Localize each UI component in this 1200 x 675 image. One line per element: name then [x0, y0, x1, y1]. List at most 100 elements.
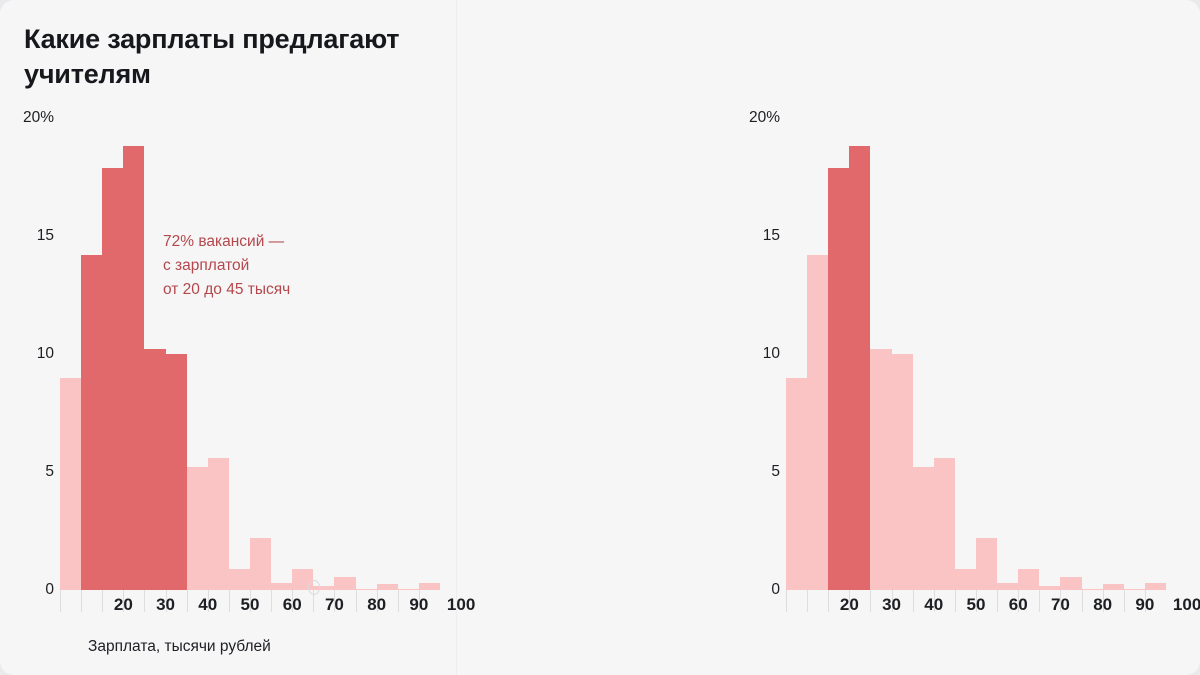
y-axis-left: 0 5 10 15 20% [8, 109, 54, 598]
bar[interactable] [870, 349, 892, 590]
bar[interactable] [355, 588, 377, 590]
bar-slot [1102, 118, 1124, 590]
x-tickmark [933, 590, 955, 612]
bar-slot [786, 118, 808, 590]
bar-slot [1081, 118, 1103, 590]
bar-slot [807, 118, 829, 590]
x-tick-label: 50 [966, 595, 986, 614]
x-tickmark [334, 590, 355, 612]
x-tick-label: 100 [1172, 595, 1200, 614]
y-tick-label: 15 [762, 227, 780, 244]
bar-slot [997, 118, 1019, 590]
bar-highlighted[interactable] [828, 167, 850, 590]
bar[interactable] [1039, 586, 1061, 590]
x-tickmark [355, 590, 377, 612]
bar-highlighted[interactable] [81, 254, 103, 590]
plot-area-left [60, 118, 440, 590]
bar[interactable] [418, 582, 440, 590]
bar-slot [186, 118, 208, 590]
bar[interactable] [207, 457, 229, 590]
bar-slot [271, 118, 293, 590]
x-tick-labels-right: 20 30 40 50 60 70 80 90 100 [786, 595, 1200, 619]
x-tick-label: 40 [924, 595, 944, 614]
bar[interactable] [271, 582, 293, 590]
bar[interactable] [228, 568, 250, 590]
bar-highlighted[interactable] [849, 146, 871, 590]
y-tick-label: 10 [762, 345, 780, 362]
x-tickmark [954, 590, 976, 612]
bar[interactable] [1144, 582, 1166, 590]
x-tickmark [102, 590, 123, 612]
y-axis-right: 0 5 10 15 20% [734, 109, 780, 598]
x-tick-label: 60 [282, 595, 302, 614]
x-tick-labels-left: 20 30 40 50 60 70 80 90 100 [60, 595, 475, 619]
bar-slot [1144, 118, 1166, 590]
bar-slot [292, 118, 314, 590]
x-tick-label: 50 [240, 595, 260, 614]
x-tickmark [1123, 590, 1145, 612]
bar-slot [249, 118, 272, 590]
bar[interactable] [997, 582, 1019, 590]
bar-slot [870, 118, 892, 590]
bar[interactable] [397, 588, 419, 590]
y-tick-label: 0 [45, 581, 54, 598]
x-tick-label: 30 [882, 595, 902, 614]
bar[interactable] [249, 538, 272, 590]
bar[interactable] [807, 254, 829, 590]
bar-slot [891, 118, 913, 590]
bar-slot [228, 118, 250, 590]
x-tick-label: 20 [113, 595, 133, 614]
bar[interactable] [786, 377, 808, 590]
bar-slot [144, 118, 166, 590]
bar-slot [376, 118, 398, 590]
x-tickmark [1081, 590, 1103, 612]
bar-slot [1060, 118, 1082, 590]
bar-slot [418, 118, 440, 590]
x-tickmarks-left [60, 590, 440, 612]
bar[interactable] [376, 584, 398, 590]
bar-slot [334, 118, 356, 590]
panel-divider [456, 0, 457, 675]
x-tickmark [207, 590, 229, 612]
bar-highlighted[interactable] [144, 349, 166, 590]
bar[interactable] [1123, 588, 1145, 590]
zero-marker-icon [308, 580, 320, 595]
bar-slot [397, 118, 419, 590]
bar[interactable] [1102, 584, 1124, 590]
bar[interactable] [933, 457, 955, 590]
bar-slot [81, 118, 103, 590]
x-tickmark [123, 590, 144, 612]
bar-slot [102, 118, 124, 590]
bar[interactable] [1018, 568, 1040, 590]
x-tick-label: 40 [198, 595, 218, 614]
bar[interactable] [186, 467, 208, 590]
bar-slot [313, 118, 335, 590]
x-tick-label: 80 [367, 595, 387, 614]
bar-slot [1039, 118, 1061, 590]
bar-slot [849, 118, 871, 590]
bar[interactable] [954, 568, 976, 590]
bar[interactable] [1081, 588, 1103, 590]
plot-area-right [786, 118, 1166, 590]
x-tickmark [849, 590, 870, 612]
bar[interactable] [334, 577, 356, 590]
bar[interactable] [891, 354, 913, 590]
y-tick-label: 5 [45, 463, 54, 480]
bar-slot [1123, 118, 1145, 590]
bar-highlighted[interactable] [102, 167, 124, 590]
x-tickmark [997, 590, 1018, 612]
bar-highlighted[interactable] [123, 146, 145, 590]
chart-left: 0 5 10 15 20% 20 30 40 50 60 70 80 90 100 Зарплата, … [0, 0, 475, 675]
bar[interactable] [313, 586, 335, 590]
bar[interactable] [1060, 577, 1082, 590]
bar[interactable] [975, 538, 998, 590]
x-tickmark [1144, 590, 1166, 612]
bar[interactable] [60, 377, 82, 590]
x-axis-right: 20 30 40 50 60 70 80 90 100 [786, 590, 1200, 628]
x-tickmark [397, 590, 419, 612]
x-tick-label: 90 [1135, 595, 1155, 614]
bar-highlighted[interactable] [165, 354, 187, 590]
bar[interactable] [912, 467, 934, 590]
x-tick-label: 90 [409, 595, 429, 614]
